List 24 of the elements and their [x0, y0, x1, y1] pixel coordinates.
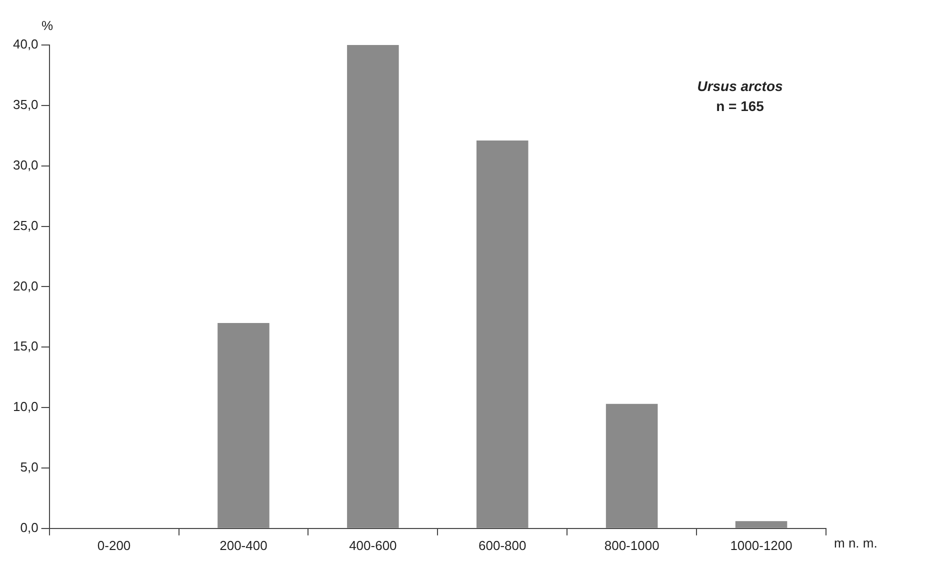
x-tick-label: 1000-1200	[730, 538, 792, 553]
x-tick-label: 400-600	[349, 538, 397, 553]
y-tick-label: 35,0	[12, 97, 38, 112]
x-tick-label: 600-800	[478, 538, 526, 553]
y-tick-label: 5,0	[20, 460, 38, 475]
annotation: n = 165	[716, 98, 764, 114]
y-tick-label: 20,0	[12, 278, 38, 294]
y-tick-label: 0,0	[20, 520, 38, 535]
bar	[218, 322, 270, 528]
y-tick-label: 15,0	[12, 338, 38, 354]
x-axis-title: m n. m.	[834, 535, 878, 550]
bar	[476, 140, 528, 528]
y-axis-title: %	[42, 18, 54, 34]
y-tick-label: 30,0	[12, 157, 38, 172]
x-tick-label: 0-200	[97, 538, 131, 553]
bar	[606, 404, 658, 528]
annotation: Ursus arctos	[697, 78, 784, 94]
y-tick-label: 40,0	[12, 36, 38, 52]
bar	[735, 521, 788, 528]
bar	[347, 45, 399, 528]
y-tick-label: 10,0	[12, 399, 38, 414]
y-tick-label: 25,0	[12, 218, 38, 233]
x-tick-label: 200-400	[220, 538, 268, 553]
x-tick-label: 800-1000	[604, 538, 660, 553]
